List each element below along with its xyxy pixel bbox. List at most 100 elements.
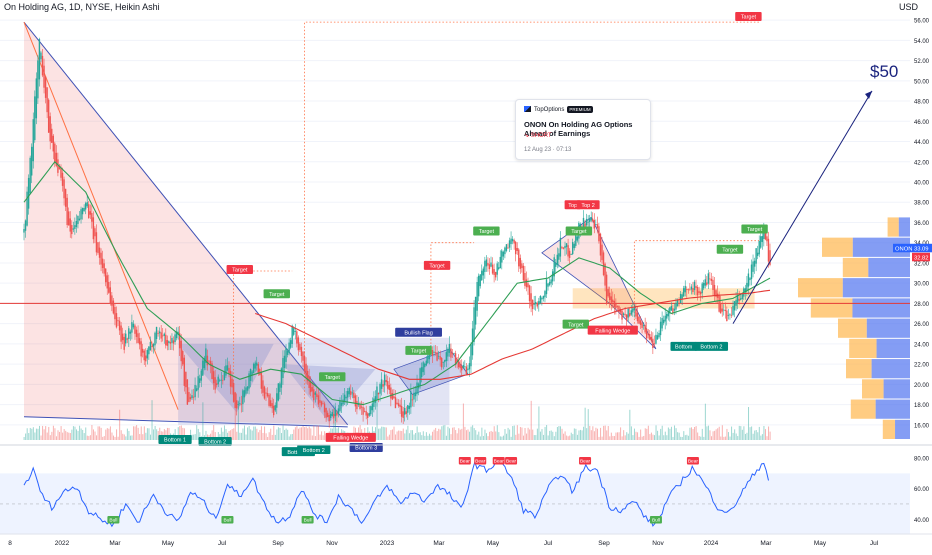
annotation-tags: Target Target Target Target Target Target Targ…: [158, 12, 768, 457]
candle-body: [74, 225, 76, 230]
volume-bar: [88, 436, 90, 440]
volume-bar: [666, 435, 668, 440]
candle-body: [556, 254, 558, 265]
y-tick-label: 54.00: [914, 39, 930, 45]
candle-body: [54, 143, 56, 162]
volume-bar: [621, 436, 623, 440]
volume-bar: [179, 426, 181, 440]
idea-title[interactable]: ONON On Holding AG Options Ahead of Earn…: [524, 120, 633, 138]
candle-body: [630, 310, 632, 315]
candle-body: [319, 399, 321, 403]
pattern-label-bg: [735, 12, 762, 22]
candle-body: [568, 250, 571, 258]
candle-body: [158, 331, 161, 334]
candle-body: [365, 411, 367, 416]
pattern-label-text: Target: [269, 292, 285, 298]
candle-body: [282, 358, 284, 379]
idea-card[interactable]: TopOptions PREMIUM ONON On Holding AG Opt…: [515, 99, 651, 160]
volume-bar: [74, 426, 76, 440]
candle-body: [490, 262, 492, 267]
volume-bar: [578, 430, 580, 440]
volume-bar: [516, 425, 518, 440]
candle-body: [245, 387, 247, 394]
volume-bar: [254, 426, 256, 440]
volume-bar: [404, 433, 406, 440]
volume-bar: [425, 432, 427, 440]
time-axis: 8 2022 Mar May Jul Sep Nov 2023 Mar May Jul Sep Nov 2…: [8, 540, 879, 547]
volume-bar: [496, 425, 498, 440]
profile-bar-down: [895, 419, 910, 439]
candle-body: [125, 333, 127, 344]
candle-body: [710, 278, 713, 281]
candle-body: [738, 298, 740, 301]
volume-bar: [311, 435, 313, 440]
candle-body: [703, 282, 705, 289]
volume-bar: [464, 426, 466, 440]
last-price-tag: 32.82: [914, 255, 929, 261]
volume-bar: [387, 436, 389, 440]
candle-body: [464, 366, 466, 368]
y-tick-label: 16.00: [914, 423, 930, 429]
volume-bar: [649, 434, 651, 440]
candle-body: [316, 393, 318, 397]
candle-body: [588, 219, 591, 222]
volume-bar: [641, 436, 643, 440]
volume-bar: [205, 430, 207, 440]
volume-bar: [213, 425, 215, 440]
volume-bar: [502, 435, 504, 440]
volume-bar: [627, 433, 629, 440]
volume-bar: [549, 430, 551, 440]
pattern-label-bg: [158, 434, 192, 444]
volume-bar: [686, 434, 688, 440]
volume-bar: [105, 429, 107, 440]
candle-body: [747, 273, 750, 287]
candle-body: [77, 215, 79, 225]
candle-body: [346, 391, 349, 398]
candle-body: [613, 300, 616, 308]
candle-body: [368, 412, 370, 416]
candle-body: [424, 363, 426, 368]
candle-body: [138, 338, 141, 345]
candle-body: [761, 236, 763, 242]
volume-bar: [472, 425, 474, 440]
candle-body: [670, 305, 673, 311]
pattern-label-text: Target: [571, 229, 587, 235]
candle-body: [673, 308, 676, 311]
candle-body: [639, 320, 642, 325]
candle-body: [393, 396, 395, 399]
volume-bar: [484, 429, 486, 440]
volume-bar: [735, 433, 737, 440]
signal-tag: Bull: [223, 518, 231, 524]
volume-bar: [413, 434, 415, 440]
candle-body: [733, 301, 736, 311]
candle-body: [741, 294, 743, 300]
candle-body: [288, 342, 290, 353]
candle-body: [760, 236, 762, 248]
candle-body: [234, 392, 236, 409]
candle-body: [766, 236, 768, 242]
candle-body: [411, 399, 414, 401]
volume-bar: [723, 436, 725, 440]
candle-body: [653, 343, 656, 345]
volume-bar: [391, 429, 393, 440]
candle-body: [132, 323, 135, 328]
candle-body: [505, 244, 508, 251]
volume-bar: [29, 427, 31, 440]
volume-bar: [499, 436, 501, 440]
candle-body: [52, 135, 54, 152]
candle-body: [510, 238, 512, 244]
volume-bar: [256, 428, 258, 440]
volume-bar: [455, 430, 457, 440]
volume-bar: [714, 430, 716, 440]
volume-bar: [669, 428, 671, 440]
candle-body: [402, 411, 404, 418]
candle-body: [664, 315, 666, 322]
candle-body: [559, 237, 562, 257]
candle-body: [551, 271, 554, 282]
volume-bar: [142, 434, 144, 440]
idea-date: 12 Aug 23 · 07:13: [524, 147, 572, 153]
candle-body: [553, 257, 555, 277]
candle-body: [92, 217, 95, 240]
candle-body: [479, 274, 481, 287]
volume-bar: [543, 434, 545, 440]
